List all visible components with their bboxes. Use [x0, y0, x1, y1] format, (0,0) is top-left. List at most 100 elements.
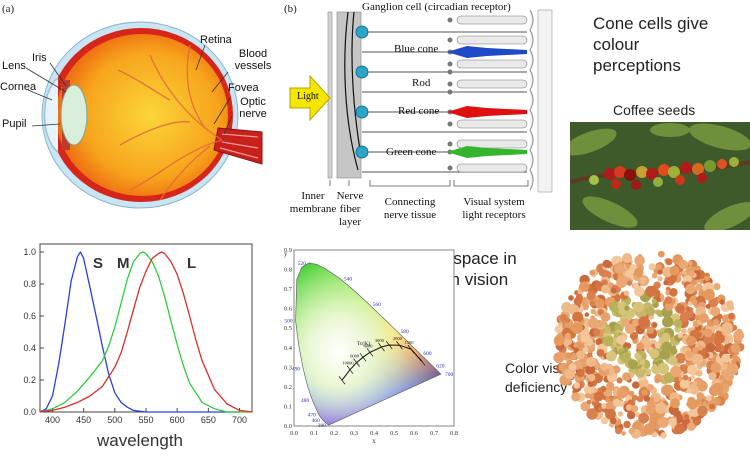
plate-dot	[677, 332, 683, 339]
plate-dot	[622, 372, 631, 381]
plate-dot	[584, 384, 594, 395]
cie-x-tick-label: 0.7	[430, 430, 439, 437]
plate-dot	[685, 306, 691, 312]
plate-dot	[680, 328, 687, 334]
isotherm-tick	[346, 365, 354, 374]
plate-dot	[657, 417, 669, 428]
plate-dot	[571, 322, 583, 334]
plate-dot	[668, 356, 678, 366]
cie-y-tick-label: 0.5	[284, 325, 292, 332]
plate-dot	[686, 335, 697, 346]
label-retina: Retina	[200, 34, 232, 46]
plate-dot	[670, 398, 680, 409]
cie-y-tick-label: 0.7	[284, 286, 293, 293]
plate-dot	[640, 365, 646, 371]
x-tick-label: 450	[76, 415, 91, 425]
isotherm-tick	[338, 376, 346, 385]
plate-dot	[712, 318, 720, 326]
plate-dot	[648, 418, 660, 429]
y-tick-label: 0.8	[23, 279, 36, 289]
plate-dot	[685, 350, 694, 359]
plate-dot	[708, 385, 720, 397]
plate-dot	[570, 353, 578, 360]
cone-response-svg: 400 450 500 550 600 650 700 0.0 0.2 0.4 0.6 0.8 1.0	[23, 243, 253, 425]
plate-dot	[618, 400, 625, 407]
plate-dot	[601, 417, 609, 425]
plate-dot	[635, 368, 645, 378]
plate-dot	[613, 365, 619, 371]
plate-dot	[695, 369, 703, 377]
cie-y-tick-label: 0.0	[284, 423, 292, 430]
plate-dot	[651, 298, 657, 304]
plate-dot	[660, 432, 667, 439]
wavelength-label: 540	[344, 276, 353, 282]
plate-dot	[690, 374, 695, 380]
temperature-label: 1500	[405, 340, 415, 345]
plate-dot	[688, 270, 695, 277]
plate-dot	[609, 301, 621, 313]
plate-dot	[634, 286, 645, 297]
caption-coffee: Coffee seeds	[613, 102, 696, 118]
plate-dot	[568, 295, 574, 301]
planckian-locus	[341, 344, 423, 381]
wavelength-label: 560	[373, 302, 382, 308]
series-label-l: L	[187, 255, 197, 272]
plate-dot	[679, 311, 690, 322]
plate-dot	[575, 350, 585, 360]
wavelength-label: 600	[423, 351, 432, 357]
cie-y-tick-label: 0.1	[284, 403, 292, 410]
temperature-label: 10000	[342, 361, 354, 366]
plate-dot	[606, 350, 617, 362]
plate-dot	[636, 342, 644, 350]
ishihara-plate	[552, 237, 747, 452]
plate-dot	[588, 317, 599, 329]
plate-dot	[624, 305, 630, 311]
wavelength-label: 460	[312, 418, 321, 424]
label-light: Light	[297, 91, 319, 102]
plate-dot	[675, 353, 686, 364]
plate-dot	[703, 328, 713, 338]
planckian-label: Tc(K)	[357, 340, 370, 347]
label-pupil: Pupil	[2, 118, 27, 130]
wavelength-label: 470	[308, 413, 317, 419]
plate-dot	[670, 347, 678, 355]
plate-dot	[669, 288, 678, 297]
eye-diagram: (a) Lens Iris Cornea Pupil Retina Blood …	[0, 0, 280, 225]
plate-dot	[692, 346, 699, 354]
plate-dot	[632, 381, 640, 389]
label-cornea: Cornea	[0, 81, 37, 93]
cie-chart: 0.0 0.1 0.2 0.3 0.4 0.5 0.6 0.7 0.8 0.0 0.1 0.2 0.3 0…	[278, 240, 458, 452]
cie-y-tick-label: 0.8	[284, 267, 292, 274]
plate-dot	[719, 299, 725, 305]
plate-dot	[584, 312, 590, 317]
light-arrow-icon	[289, 74, 331, 122]
isotherm-tick	[385, 340, 393, 350]
plate-dot	[560, 314, 568, 322]
plate-dot	[655, 402, 667, 414]
cie-xlabel: x	[372, 437, 376, 445]
plate-dot	[645, 285, 657, 297]
plate-dot	[648, 263, 656, 271]
eye-illustration: (a)	[2, 3, 263, 209]
plate-dot	[697, 345, 704, 351]
plate-dot	[600, 385, 607, 392]
isotherm-tick	[418, 357, 426, 366]
plate-dot	[652, 323, 657, 328]
plate-dot	[694, 314, 701, 321]
blue-cone-shape	[447, 46, 527, 58]
label-lens: Lens	[2, 60, 26, 72]
plate-dot	[576, 368, 585, 378]
cie-x-tick-label: 0.6	[410, 430, 419, 437]
wavelength-label: 520	[298, 261, 307, 267]
plate-dot	[639, 276, 647, 284]
plate-dot	[631, 394, 638, 401]
plate-dot	[621, 431, 626, 436]
plate-dot	[679, 379, 690, 389]
plate-dot	[600, 362, 609, 371]
plate-dot	[641, 389, 648, 396]
isotherm-tick	[407, 344, 415, 354]
plate-dot	[610, 417, 617, 425]
plate-dot	[699, 278, 705, 284]
plate-dot	[649, 396, 655, 402]
plate-dot	[690, 385, 699, 395]
